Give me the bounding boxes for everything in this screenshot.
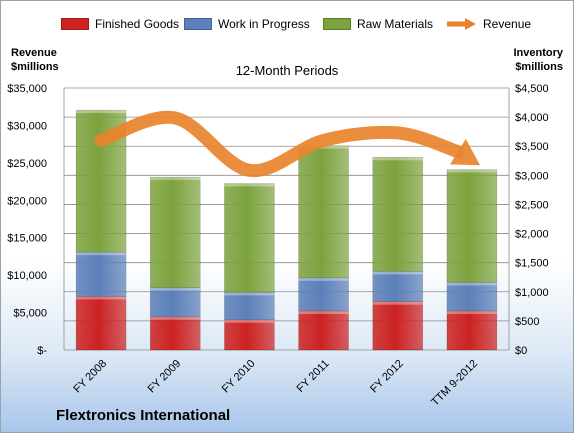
left-axis-title-line-1: Revenue <box>11 47 57 59</box>
bar-raw-materials <box>372 156 424 272</box>
bar-finished-goods <box>372 301 424 351</box>
left-axis-tick-label: $20,000 <box>7 195 47 207</box>
bar-raw-materials-highlight <box>76 110 127 114</box>
legend-item-finished-goods: Finished Goods <box>61 15 179 33</box>
company-name: Flextronics International <box>56 407 231 424</box>
left-axis-tick-label: $35,000 <box>7 83 47 95</box>
revenue-arrowhead <box>450 138 481 166</box>
chart-subtitle: 12-Month Periods <box>235 63 339 78</box>
bar-raw-materials <box>149 176 201 289</box>
right-axis-tick-label: $1,000 <box>515 287 549 299</box>
bar-work-in-progress-highlight <box>298 277 349 281</box>
right-axis-tick-label: $0 <box>515 345 527 357</box>
bar-finished-goods <box>224 319 275 351</box>
legend-swatch-finished-goods <box>61 18 89 30</box>
bar-finished-goods <box>149 316 201 351</box>
bar-work-in-progress-highlight <box>372 271 423 275</box>
bar-raw-materials-highlight <box>150 177 201 181</box>
revenue-line <box>94 110 465 178</box>
right-axis-tick-label: $3,000 <box>515 170 549 182</box>
bar-work-in-progress <box>298 277 349 312</box>
right-axis-title-line-2: $millions <box>515 61 563 73</box>
right-axis-tick-label: $4,000 <box>515 112 549 124</box>
bar-finished-goods-highlight <box>298 310 349 314</box>
right-axis-tick-label: $2,500 <box>515 199 549 211</box>
bar-finished-goods <box>75 296 127 351</box>
bar-raw-materials <box>298 145 349 279</box>
bar-raw-materials-highlight <box>224 183 275 187</box>
legend-swatch-work-in-progress <box>184 18 212 30</box>
right-axis-tick-label: $1,500 <box>515 258 549 270</box>
right-axis-tick-label: $3,500 <box>515 141 549 153</box>
x-axis-tick-label: FY 2012 <box>368 358 406 396</box>
bar-work-in-progress-highlight <box>150 287 201 291</box>
x-axis-tick-label: FY 2010 <box>220 358 258 396</box>
bar-finished-goods-highlight <box>372 301 423 305</box>
bar-finished-goods <box>298 310 349 351</box>
right-axis-tick-label: $4,500 <box>515 83 549 95</box>
bar-raw-materials <box>224 183 275 293</box>
right-axis-tick-label: $2,000 <box>515 229 549 241</box>
left-axis-tick-label: $5,000 <box>13 308 47 320</box>
right-axis-title-line-1: Inventory <box>513 47 563 59</box>
bar-finished-goods-highlight <box>224 319 275 323</box>
bar-work-in-progress <box>224 292 275 321</box>
left-axis-tick-label: $30,000 <box>7 120 47 132</box>
bar-raw-materials <box>446 169 498 283</box>
left-axis-tick-label: $25,000 <box>7 158 47 170</box>
x-axis-tick-label: FY 2011 <box>295 358 332 395</box>
left-axis-title: Revenue $millions <box>11 46 59 74</box>
bar-finished-goods-highlight <box>446 310 497 314</box>
bar-finished-goods-highlight <box>76 296 127 300</box>
legend-swatch-raw-materials <box>323 18 351 30</box>
legend-item-revenue: Revenue <box>447 15 531 33</box>
left-axis-tick-label: $- <box>37 345 47 357</box>
x-axis-tick-label: TTM 9-2012 <box>429 358 480 409</box>
x-axis-tick-label: FY 2009 <box>146 358 184 396</box>
x-axis-tick-label: FY 2008 <box>71 358 109 396</box>
bar-finished-goods-highlight <box>150 316 201 320</box>
legend-label-finished-goods: Finished Goods <box>95 17 180 31</box>
bar-work-in-progress <box>149 287 201 318</box>
bar-work-in-progress <box>372 271 424 302</box>
bar-work-in-progress-highlight <box>76 252 127 256</box>
bar-work-in-progress <box>75 251 127 297</box>
left-axis-tick-label: $15,000 <box>7 233 47 245</box>
bar-raw-materials-highlight <box>372 157 423 161</box>
bar-work-in-progress-highlight <box>446 282 497 286</box>
bar-finished-goods <box>446 310 498 351</box>
legend-label-work-in-progress: Work in Progress <box>218 17 310 31</box>
legend-item-raw-materials: Raw Materials <box>323 15 433 33</box>
legend-item-work-in-progress: Work in Progress <box>184 15 310 33</box>
legend-arrow-icon <box>447 18 476 30</box>
left-axis-tick-label: $10,000 <box>7 270 47 282</box>
bar-raw-materials-highlight <box>446 169 497 173</box>
left-axis-title-line-2: $millions <box>11 61 59 73</box>
legend: Finished Goods Work in Progress Raw Mate… <box>1 15 573 33</box>
right-axis-title: Inventory $millions <box>513 46 563 74</box>
legend-label-revenue: Revenue <box>483 17 532 31</box>
bar-work-in-progress-highlight <box>224 292 275 296</box>
legend-label-raw-materials: Raw Materials <box>357 17 434 31</box>
bar-work-in-progress <box>446 282 498 312</box>
right-axis-tick-label: $500 <box>515 316 539 328</box>
